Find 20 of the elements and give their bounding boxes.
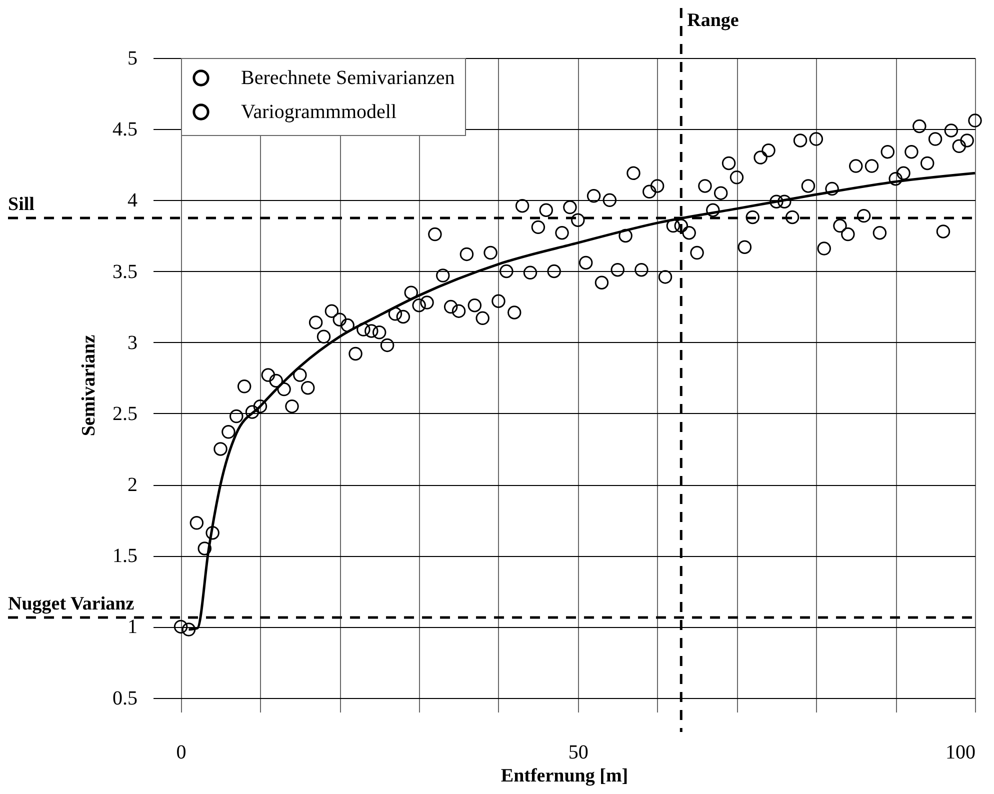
y-tick-label: 4.5: [112, 118, 138, 141]
legend-label: Variogrammmodell: [241, 101, 397, 123]
y-tick-label: 2: [128, 474, 138, 496]
x-tick-label: 50: [568, 742, 588, 764]
y-tick-label: 5: [128, 48, 138, 70]
y-tick-label: 3.5: [112, 260, 138, 283]
x-tick-label: 0: [176, 742, 186, 764]
x-tick-label: 100: [946, 742, 976, 764]
y-tick-label: 1: [128, 616, 138, 638]
y-tick-label: 3: [128, 332, 138, 354]
ref-line-label: Sill: [8, 194, 34, 215]
y-tick-label: 2.5: [112, 402, 138, 425]
ref-line-label: Nugget Varianz: [8, 593, 135, 614]
ref-line-label: Range: [687, 10, 739, 31]
y-tick-label: 0.5: [112, 687, 138, 710]
legend-label: Berechnete Semivarianzen: [241, 67, 455, 89]
y-axis-title: Semivarianz: [78, 334, 100, 436]
y-tick-label: 4: [128, 190, 138, 212]
x-axis-title: Entfernung [m]: [500, 766, 628, 786]
y-tick-label: 1.5: [112, 545, 138, 568]
